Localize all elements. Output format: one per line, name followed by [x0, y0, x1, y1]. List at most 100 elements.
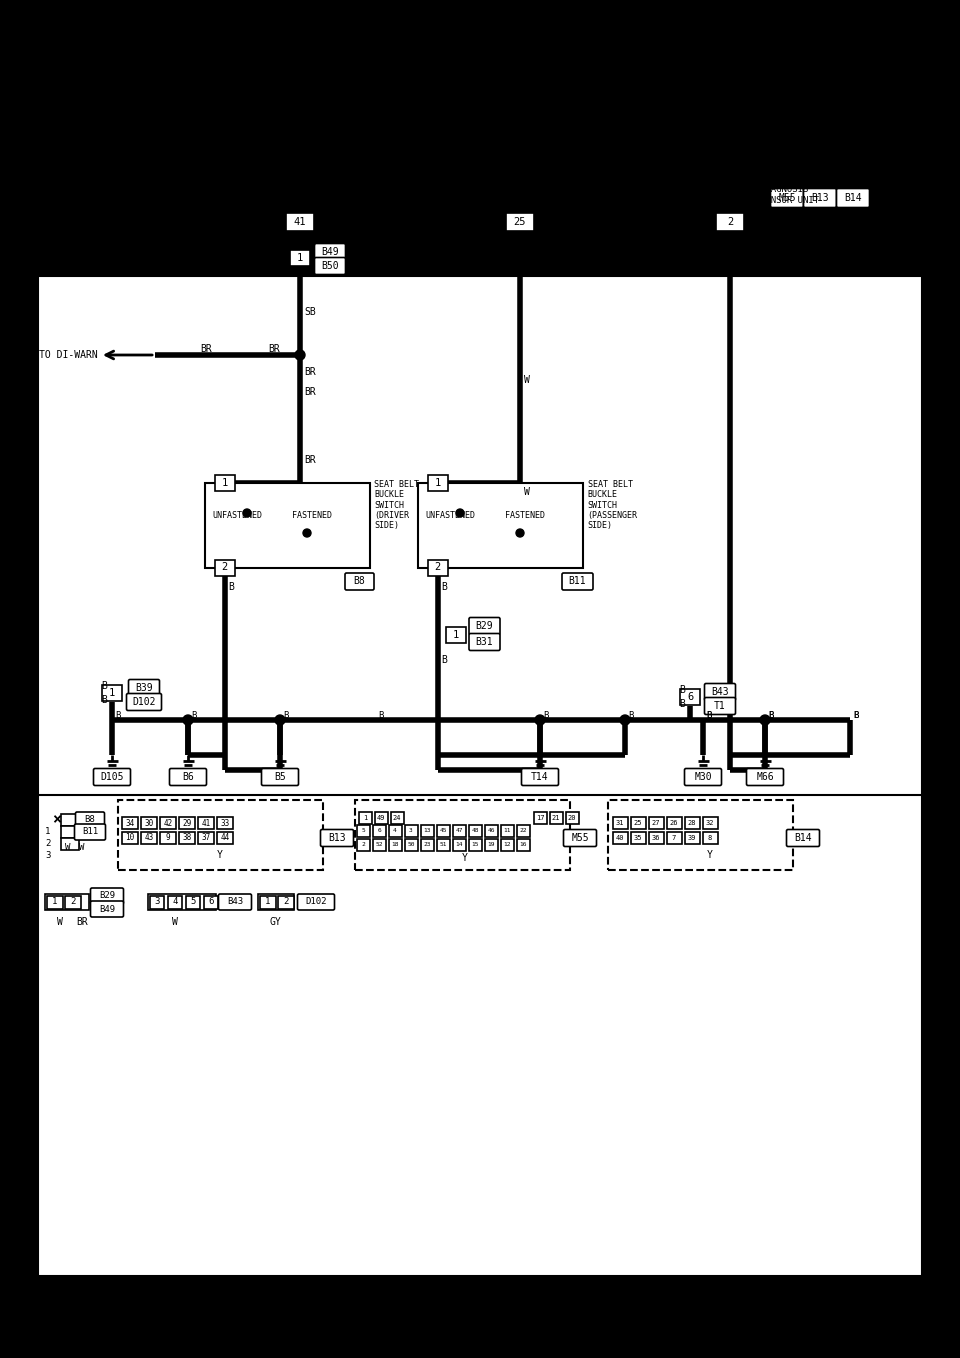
Text: B: B: [283, 710, 288, 720]
Text: B5: B5: [275, 771, 286, 782]
Text: 25: 25: [514, 217, 526, 227]
Text: B8: B8: [353, 577, 366, 587]
FancyBboxPatch shape: [469, 633, 500, 650]
Circle shape: [516, 530, 524, 536]
Bar: [186, 895, 200, 909]
Text: B: B: [706, 710, 711, 720]
Text: Y: Y: [462, 853, 468, 862]
Bar: [38, 276, 922, 1277]
Text: B13: B13: [811, 193, 828, 202]
Text: SB: SB: [304, 239, 316, 249]
Text: GY: GY: [269, 917, 281, 928]
Bar: [716, 213, 744, 231]
Text: 14: 14: [455, 842, 463, 847]
Text: AIR BAG
DIAGNOSIS
SENSOR UNIT: AIR BAG DIAGNOSIS SENSOR UNIT: [760, 175, 819, 205]
FancyBboxPatch shape: [219, 894, 252, 910]
Text: 1: 1: [222, 478, 228, 488]
FancyBboxPatch shape: [684, 769, 722, 785]
Text: 1: 1: [52, 898, 58, 907]
Text: B49: B49: [99, 904, 115, 914]
Text: 10: 10: [126, 834, 134, 842]
Text: D105: D105: [100, 771, 124, 782]
Text: 13: 13: [423, 828, 431, 834]
Bar: [684, 832, 700, 845]
Text: 1: 1: [265, 898, 271, 907]
Text: 5: 5: [190, 898, 196, 907]
Bar: [680, 689, 700, 705]
Text: Y: Y: [217, 850, 223, 860]
Text: SEAT BELT
BUCKLE
SWITCH
(DRIVER
SIDE): SEAT BELT BUCKLE SWITCH (DRIVER SIDE): [374, 479, 420, 531]
FancyBboxPatch shape: [564, 830, 596, 846]
Text: B11: B11: [82, 827, 98, 837]
Text: 28: 28: [687, 820, 696, 826]
Text: 1: 1: [363, 815, 367, 822]
Text: 46: 46: [488, 828, 494, 834]
Bar: [612, 832, 628, 845]
FancyBboxPatch shape: [75, 824, 106, 841]
Text: 38: 38: [182, 834, 192, 842]
Bar: [389, 826, 401, 837]
Bar: [179, 818, 195, 828]
Bar: [122, 818, 138, 828]
Text: 3: 3: [409, 828, 413, 834]
Bar: [649, 818, 663, 828]
Text: W: W: [524, 375, 530, 386]
Bar: [168, 895, 182, 909]
Text: 33: 33: [221, 819, 229, 827]
Bar: [649, 832, 663, 845]
Bar: [404, 839, 418, 851]
Text: 3: 3: [155, 898, 159, 907]
FancyBboxPatch shape: [786, 830, 820, 846]
Text: 52: 52: [375, 842, 383, 847]
Text: 2: 2: [45, 839, 50, 849]
Bar: [179, 832, 195, 845]
Bar: [61, 838, 79, 850]
Text: B29: B29: [476, 621, 493, 631]
Text: UNFASTENED: UNFASTENED: [425, 511, 475, 520]
FancyBboxPatch shape: [469, 618, 500, 634]
Bar: [160, 818, 176, 828]
Text: B: B: [442, 583, 447, 592]
Bar: [204, 482, 370, 568]
Text: 51: 51: [440, 842, 446, 847]
Text: W: W: [80, 843, 84, 853]
Text: BR: BR: [200, 344, 212, 354]
Bar: [355, 800, 570, 870]
Bar: [122, 832, 138, 845]
Bar: [427, 474, 447, 490]
Bar: [631, 832, 645, 845]
Text: BR: BR: [268, 344, 280, 354]
Text: 2: 2: [727, 217, 733, 227]
Text: RH BUCKLE
SW INPUT: RH BUCKLE SW INPUT: [488, 193, 537, 212]
Text: B43: B43: [227, 898, 243, 907]
Bar: [391, 812, 403, 824]
Text: 18: 18: [392, 842, 398, 847]
Bar: [65, 895, 81, 909]
Text: 19: 19: [488, 842, 494, 847]
Text: 5: 5: [361, 828, 365, 834]
FancyBboxPatch shape: [804, 189, 836, 208]
Text: 40: 40: [615, 835, 624, 841]
Bar: [217, 818, 233, 828]
Circle shape: [760, 716, 770, 725]
Text: 4: 4: [394, 828, 396, 834]
Bar: [666, 832, 682, 845]
Text: 6: 6: [377, 828, 381, 834]
Bar: [565, 812, 579, 824]
Text: M66: M66: [756, 771, 774, 782]
Text: T14: T14: [531, 771, 549, 782]
Text: BR: BR: [304, 455, 316, 464]
Text: 2: 2: [434, 562, 441, 573]
Bar: [420, 839, 434, 851]
Text: 2: 2: [283, 898, 289, 907]
Text: M55: M55: [571, 832, 588, 843]
FancyBboxPatch shape: [521, 769, 559, 785]
FancyBboxPatch shape: [771, 189, 804, 208]
Bar: [286, 213, 314, 231]
Text: 4: 4: [172, 898, 178, 907]
Text: 9: 9: [166, 834, 170, 842]
Text: 47: 47: [455, 828, 463, 834]
Text: 31: 31: [615, 820, 624, 826]
Text: 30: 30: [144, 819, 154, 827]
Text: 11: 11: [503, 828, 511, 834]
